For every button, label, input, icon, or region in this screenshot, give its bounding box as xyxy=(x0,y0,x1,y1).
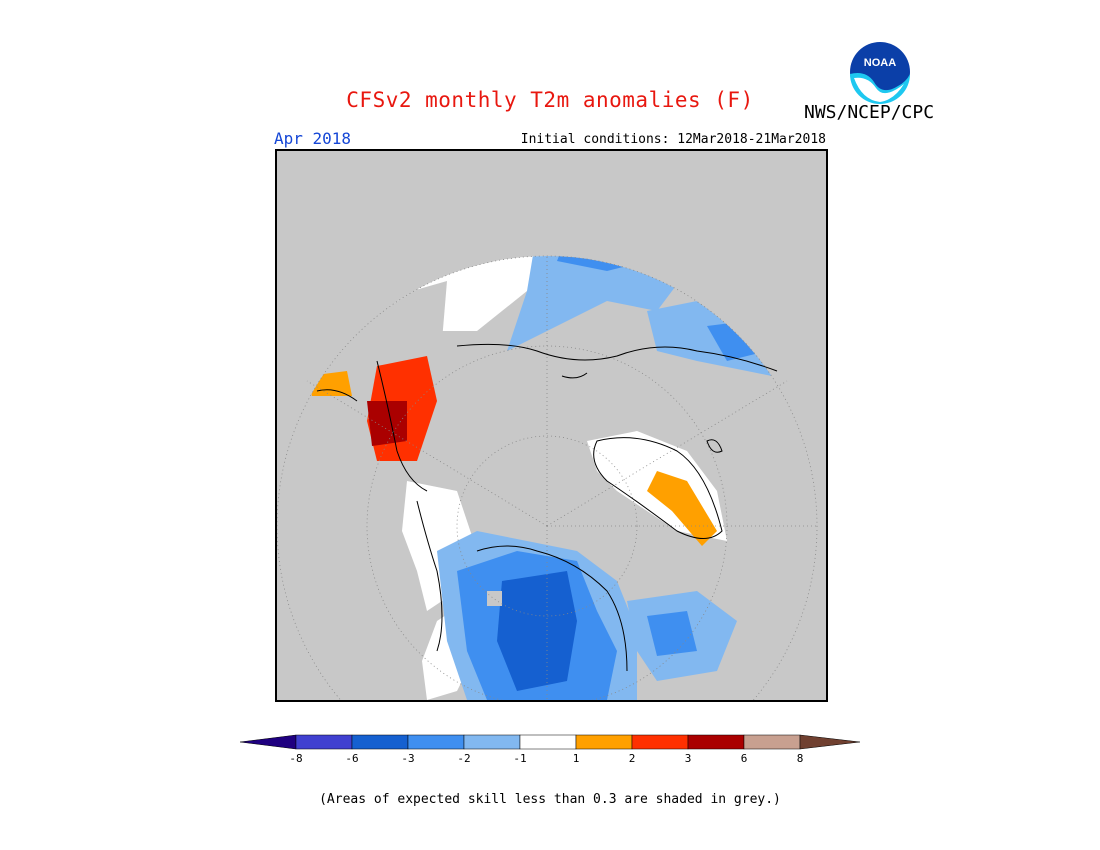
polar-map-canvas xyxy=(277,151,826,700)
colorbar-tick: -3 xyxy=(401,752,415,765)
colorbar-bin xyxy=(575,734,633,750)
colorbar-bin xyxy=(407,734,465,750)
graticule xyxy=(277,255,818,700)
colorbar-tick: 8 xyxy=(796,752,804,765)
colorbar-tick: -1 xyxy=(513,752,527,765)
initial-conditions: Initial conditions: 12Mar2018-21Mar2018 xyxy=(520,132,826,147)
colorbar-tick: 6 xyxy=(740,752,748,765)
polar-map xyxy=(275,149,828,702)
agency-label: NWS/NCEP/CPC xyxy=(804,102,935,123)
colorbar-tick: -8 xyxy=(289,752,303,765)
coastlines xyxy=(316,343,778,672)
low-skill-patch-canada xyxy=(487,591,502,606)
colorbar-bin xyxy=(463,734,521,750)
colorbar-min-arrow xyxy=(239,734,297,750)
noaa-logo: NOAA xyxy=(848,40,912,104)
colorbar-bin xyxy=(351,734,409,750)
colorbar-bin xyxy=(631,734,689,750)
colorbar-tick: 1 xyxy=(572,752,580,765)
skill-note: (Areas of expected skill less than 0.3 a… xyxy=(319,792,781,807)
very-hot-region-middle-east xyxy=(367,401,407,446)
colorbar xyxy=(239,734,861,754)
colorbar-svg xyxy=(239,734,861,750)
colorbar-tick: -2 xyxy=(457,752,471,765)
colorbar-tick: -6 xyxy=(345,752,359,765)
colorbar-tick: 2 xyxy=(628,752,636,765)
colorbar-bin xyxy=(687,734,745,750)
noaa-logo-text: NOAA xyxy=(864,57,896,69)
colorbar-bin xyxy=(519,734,577,750)
warm-region-greenland xyxy=(647,471,717,546)
colorbar-max-arrow xyxy=(799,734,861,750)
colder-region-east-canada xyxy=(647,611,697,656)
colorbar-tick: 3 xyxy=(684,752,692,765)
colorbar-bin xyxy=(295,734,353,750)
forecast-month: Apr 2018 xyxy=(274,129,352,148)
colorbar-bin xyxy=(743,734,801,750)
noaa-logo-icon: NOAA xyxy=(850,42,910,104)
coldest-region-canada xyxy=(497,571,577,691)
map-title: CFSv2 monthly T2m anomalies (F) xyxy=(346,88,754,112)
